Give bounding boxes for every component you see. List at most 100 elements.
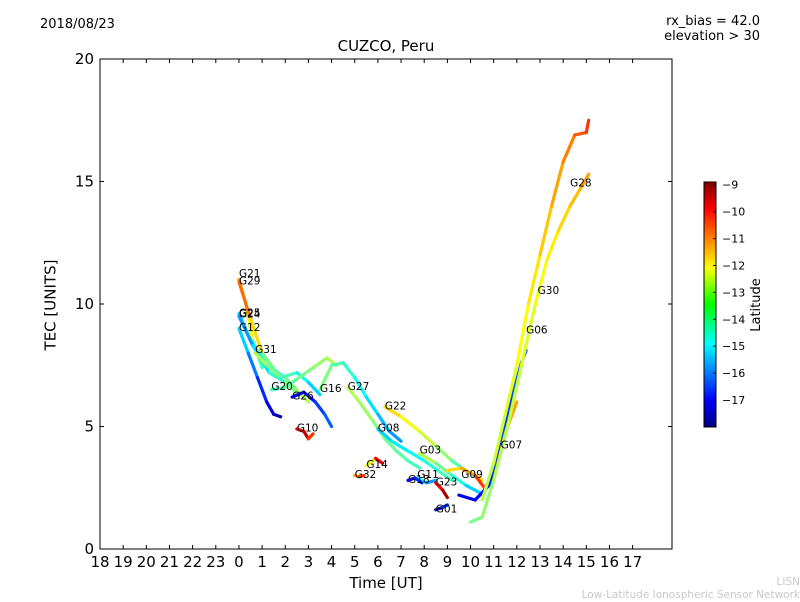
prn-label: G24: [239, 308, 261, 320]
colorbar-tick-label: −17: [722, 394, 745, 407]
trace-segment: [406, 449, 426, 463]
x-tick-label: 12: [507, 553, 526, 571]
colorbar-tick-label: −14: [722, 313, 745, 326]
trace-segment: [387, 429, 403, 443]
y-tick-label: 20: [75, 50, 94, 68]
trace-segment: [383, 437, 399, 453]
prn-label: G31: [255, 344, 277, 356]
trace-segment: [473, 473, 487, 490]
prn-label: G23: [436, 476, 458, 488]
trace-segment: [480, 478, 496, 519]
prn-label: G01: [436, 503, 458, 515]
trace-segment: [246, 351, 260, 380]
trace-segment: [248, 317, 264, 355]
prn-label: G22: [385, 400, 407, 412]
y-tick-label: 10: [75, 295, 94, 313]
trace-g03: [417, 451, 482, 495]
trace-segment: [417, 429, 438, 448]
colorbar-tick-label: −11: [722, 233, 745, 246]
x-tick-label: 9: [443, 553, 453, 571]
colorbar-tick-label: −15: [722, 340, 745, 353]
trace-segment: [413, 476, 424, 485]
trace-segment: [376, 427, 394, 443]
prn-label: G27: [348, 381, 370, 393]
trace-segment: [505, 363, 524, 429]
y-tick-label: 0: [84, 540, 94, 558]
trace-segment: [290, 390, 306, 399]
trace-segment: [265, 363, 283, 380]
trace-g28: [480, 118, 591, 502]
trace-segment: [311, 356, 329, 370]
x-tick-label: 3: [304, 553, 314, 571]
trace-segment: [394, 449, 410, 463]
prn-label: G29: [239, 275, 261, 287]
prn-label: G06: [526, 324, 548, 336]
x-tick-label: 19: [114, 553, 133, 571]
prn-label: G21: [239, 268, 261, 280]
trace-segment: [306, 380, 322, 397]
x-tick-label: 5: [350, 553, 360, 571]
trace-segment: [302, 390, 317, 404]
trace-segment: [422, 459, 440, 473]
trace-segment: [329, 361, 345, 367]
trace-segment: [480, 461, 496, 502]
prn-label: G30: [538, 285, 560, 297]
trace-segment: [341, 361, 357, 380]
axes-layer: 18 19 20 21 22 23 0 1 2 3 4 5 6 7 8 9 10 11 12 13 14 15 16 1705…: [75, 50, 672, 571]
colorbar: Latitude −17 −16 −15 −14 −13 −12 −11 −10 −9: [703, 179, 764, 428]
trace-segment: [306, 432, 315, 441]
trace-segment: [515, 302, 531, 367]
trace-segment: [468, 515, 484, 524]
x-tick-label: 2: [280, 553, 290, 571]
trace-segment: [492, 424, 510, 482]
colorbar-tick-label: −12: [722, 259, 745, 272]
credit-line-2: Low-Latitude Ionospheric Sensor Network: [581, 589, 800, 601]
trace-segment: [450, 473, 468, 487]
trace-segment: [519, 302, 537, 367]
trace-segment: [297, 366, 315, 380]
trace-segment: [376, 412, 392, 433]
prn-label: G20: [271, 381, 293, 393]
trace-segment: [545, 228, 561, 262]
trace-g32: [353, 473, 366, 479]
trace-segment: [272, 412, 283, 419]
trace-segment: [283, 375, 301, 389]
trace-segment: [357, 400, 375, 424]
x-tick-label: 17: [623, 553, 642, 571]
prn-label: G11: [417, 469, 439, 481]
trace-segment: [580, 172, 591, 188]
trace-segment: [441, 488, 449, 500]
date-label: 2018/08/23: [40, 17, 115, 32]
trace-segment: [568, 184, 584, 208]
x-tick-label: 15: [577, 553, 596, 571]
trace-g08: [376, 427, 454, 482]
colorbar-tick-label: −16: [722, 367, 745, 380]
trace-segment: [436, 469, 454, 482]
trace-segment: [255, 375, 269, 404]
trace-g18: [406, 476, 424, 485]
trace-segment: [492, 412, 507, 465]
trace-segment: [526, 253, 542, 306]
colorbar-tick-label: −10: [722, 206, 745, 219]
prn-label: G25: [239, 307, 261, 319]
trace-g20: [269, 356, 338, 392]
x-tick-label: 18: [90, 553, 109, 571]
trace-segment: [424, 478, 438, 485]
prn-label: G18: [408, 474, 430, 486]
trace-segment: [237, 314, 255, 348]
trace-segment: [503, 363, 519, 416]
trace-g01: [434, 503, 449, 512]
trace-g12: [237, 326, 283, 419]
trace-segment: [538, 204, 554, 257]
rx-bias-label: rx_bias = 42.0: [666, 14, 760, 29]
trace-segment: [383, 405, 403, 419]
trace-g30: [468, 172, 591, 524]
trace-segment: [267, 371, 287, 384]
trace-segment: [556, 204, 572, 233]
x-tick-label: 1: [257, 553, 267, 571]
trace-g26: [290, 390, 334, 429]
prn-label: G14: [366, 459, 388, 471]
x-tick-label: 10: [461, 553, 480, 571]
x-tick-label: 4: [327, 553, 337, 571]
